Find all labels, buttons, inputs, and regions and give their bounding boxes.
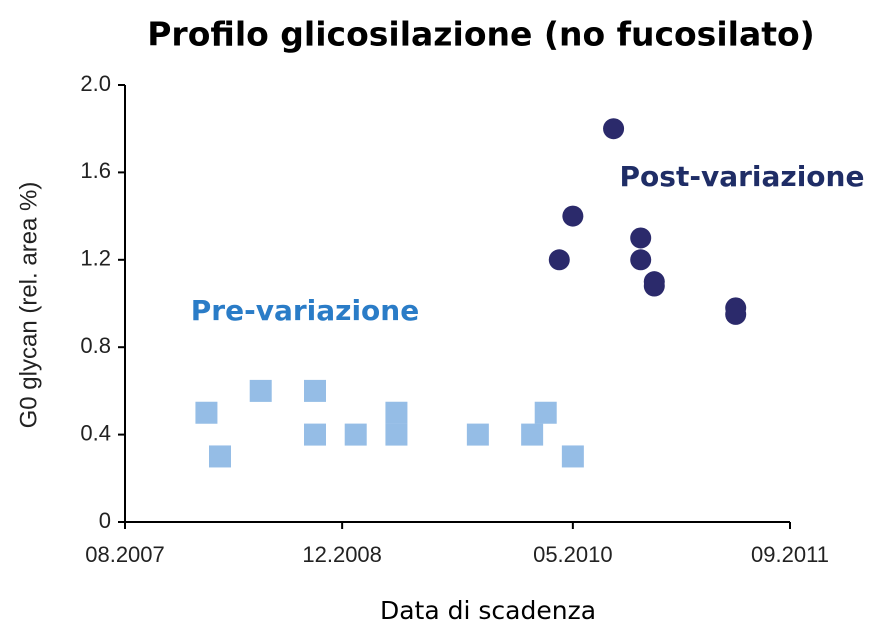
point [548, 249, 570, 271]
series-label: Pre-variazione [191, 294, 419, 327]
point [466, 423, 489, 446]
series-label: Post-variazione [620, 160, 865, 193]
point [630, 249, 652, 271]
point [385, 423, 408, 446]
y-tick-label: 0 [99, 508, 111, 533]
y-tick-label: 2.0 [80, 71, 111, 96]
x-axis-label: Data di scadenza [380, 596, 596, 625]
point [521, 423, 544, 446]
x-tick-label: 09.2011 [751, 542, 829, 567]
chart-title: Profilo glicosilazione (no fucosilato) [147, 15, 815, 54]
point [725, 303, 747, 325]
point [643, 275, 665, 297]
x-tick-label: 08.2007 [85, 542, 165, 567]
point [209, 445, 231, 468]
x-tick-label: 05.2010 [533, 542, 613, 567]
point [630, 227, 652, 249]
point [195, 401, 218, 424]
point [534, 401, 557, 424]
y-tick-label: 0.4 [80, 420, 111, 445]
y-tick-label: 1.6 [80, 158, 111, 183]
point [561, 445, 584, 468]
y-axis-label: G0 glycan (rel. area %) [15, 182, 42, 429]
point [304, 379, 326, 402]
point [603, 118, 625, 140]
y-tick-label: 0.8 [80, 333, 111, 358]
x-tick-label: 12.2008 [302, 542, 382, 567]
y-tick-label: 1.2 [80, 246, 111, 271]
point [304, 423, 326, 446]
point [344, 423, 367, 446]
point [562, 205, 584, 227]
point [385, 401, 408, 424]
point [249, 379, 272, 402]
